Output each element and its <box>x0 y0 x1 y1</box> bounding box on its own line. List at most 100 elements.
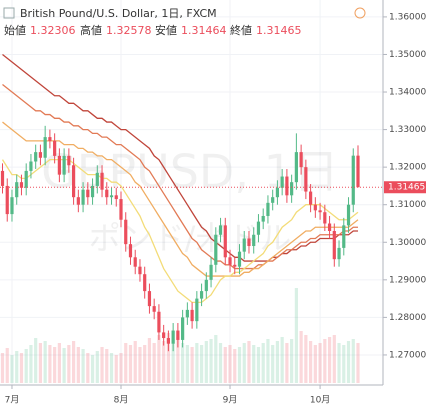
candle-body <box>304 167 308 192</box>
candle-body <box>10 197 14 215</box>
volume-bar <box>43 341 47 383</box>
candle-body <box>128 244 133 258</box>
volume-bar <box>162 341 166 383</box>
volume-bar <box>143 345 147 383</box>
symbol-icon[interactable] <box>3 7 15 19</box>
candle-body <box>147 291 152 307</box>
high-value: 1.32578 <box>106 24 152 37</box>
candle-body <box>48 137 52 141</box>
candle-body <box>176 330 180 340</box>
last-price-label: 1.31465 <box>388 183 425 193</box>
volume-bar <box>271 345 275 383</box>
candle-body <box>290 182 294 196</box>
volume-bar <box>57 343 61 383</box>
candle-body <box>57 155 61 175</box>
volume-bar <box>24 349 28 383</box>
candle-body <box>19 182 24 188</box>
volume-bar <box>318 343 322 383</box>
candle-body <box>233 264 237 267</box>
candle-body <box>337 247 341 260</box>
volume-bar <box>356 343 360 383</box>
candle-body <box>294 152 298 183</box>
y-tick-label: 1.36000 <box>389 12 426 22</box>
close-value: 1.31465 <box>256 24 302 37</box>
candle-body <box>261 215 265 222</box>
y-tick-label: 1.33000 <box>389 125 426 135</box>
volume-bar <box>62 348 66 383</box>
volume-bar <box>280 337 284 383</box>
volume-bar <box>15 351 19 383</box>
watermark: GBPUSD, 1日 <box>41 145 339 199</box>
candle-body <box>157 311 161 333</box>
volume-bar <box>195 343 199 383</box>
volume-bar <box>124 343 128 383</box>
candle-body <box>237 251 242 267</box>
volume-bar <box>346 341 351 383</box>
volume-bar <box>105 349 109 383</box>
ribbon-line <box>2 53 358 262</box>
open-value: 1.32306 <box>30 24 76 37</box>
candle-body <box>204 279 208 292</box>
candle-body <box>332 231 336 260</box>
y-tick-label: 1.34000 <box>389 88 426 98</box>
volume-bar <box>351 339 355 383</box>
chart-title: British Pound/U.S. Dollar, 1日, FXCM <box>20 7 217 20</box>
watermark-sub: ポンド/米ドル <box>89 219 292 257</box>
candle-body <box>5 185 9 215</box>
candle-body <box>313 204 317 211</box>
candle-body <box>67 155 71 166</box>
candle-body <box>195 298 199 322</box>
candle-body <box>152 306 156 312</box>
high-label: 高値 <box>80 23 102 37</box>
volume-bar <box>171 339 175 383</box>
ribbon-line <box>2 121 359 277</box>
candle-body <box>309 191 313 205</box>
volume-bar <box>38 343 43 383</box>
volume-bar <box>242 343 246 383</box>
x-tick-label: 8月 <box>114 395 129 406</box>
candle-body <box>228 257 232 265</box>
volume-bar <box>332 335 336 383</box>
candle-body <box>356 155 360 188</box>
y-tick-label: 1.32000 <box>389 163 426 173</box>
candle-body <box>218 225 223 235</box>
y-tick-label: 1.35000 <box>389 50 426 60</box>
candle-body <box>62 155 66 175</box>
volume-bar <box>223 347 227 383</box>
candle-body <box>86 189 90 198</box>
y-tick-label: 1.27000 <box>389 350 426 360</box>
volume-bar <box>252 345 256 383</box>
volume-bar <box>237 347 242 383</box>
y-tick-label: 1.31000 <box>389 200 426 210</box>
candle-body <box>256 221 261 235</box>
volume-bar <box>114 355 118 383</box>
candle-body <box>185 309 189 318</box>
candle-body <box>242 238 246 252</box>
volume-bar <box>34 338 38 383</box>
volume-bar <box>76 347 80 383</box>
volume-bar <box>199 345 204 383</box>
candle-body <box>133 257 137 267</box>
candle-body <box>15 182 19 198</box>
candle-body <box>318 210 322 213</box>
candle-body <box>299 152 303 168</box>
volume-bar <box>90 355 95 383</box>
candle-body <box>327 223 332 231</box>
alert-icon[interactable] <box>354 7 366 19</box>
candle-body <box>109 195 114 198</box>
volume-bar <box>247 341 251 383</box>
candle-body <box>275 187 280 198</box>
candle-body <box>114 195 118 200</box>
candle-body <box>171 330 175 344</box>
volume-bar <box>72 341 76 383</box>
candle-body <box>252 234 256 247</box>
volume-bar <box>185 345 189 383</box>
candle-body <box>100 172 104 190</box>
candle-body <box>199 291 204 299</box>
candle-body <box>90 185 95 198</box>
x-tick-label: 7月 <box>5 395 20 406</box>
candle-body <box>351 155 355 205</box>
candle-body <box>138 266 142 275</box>
